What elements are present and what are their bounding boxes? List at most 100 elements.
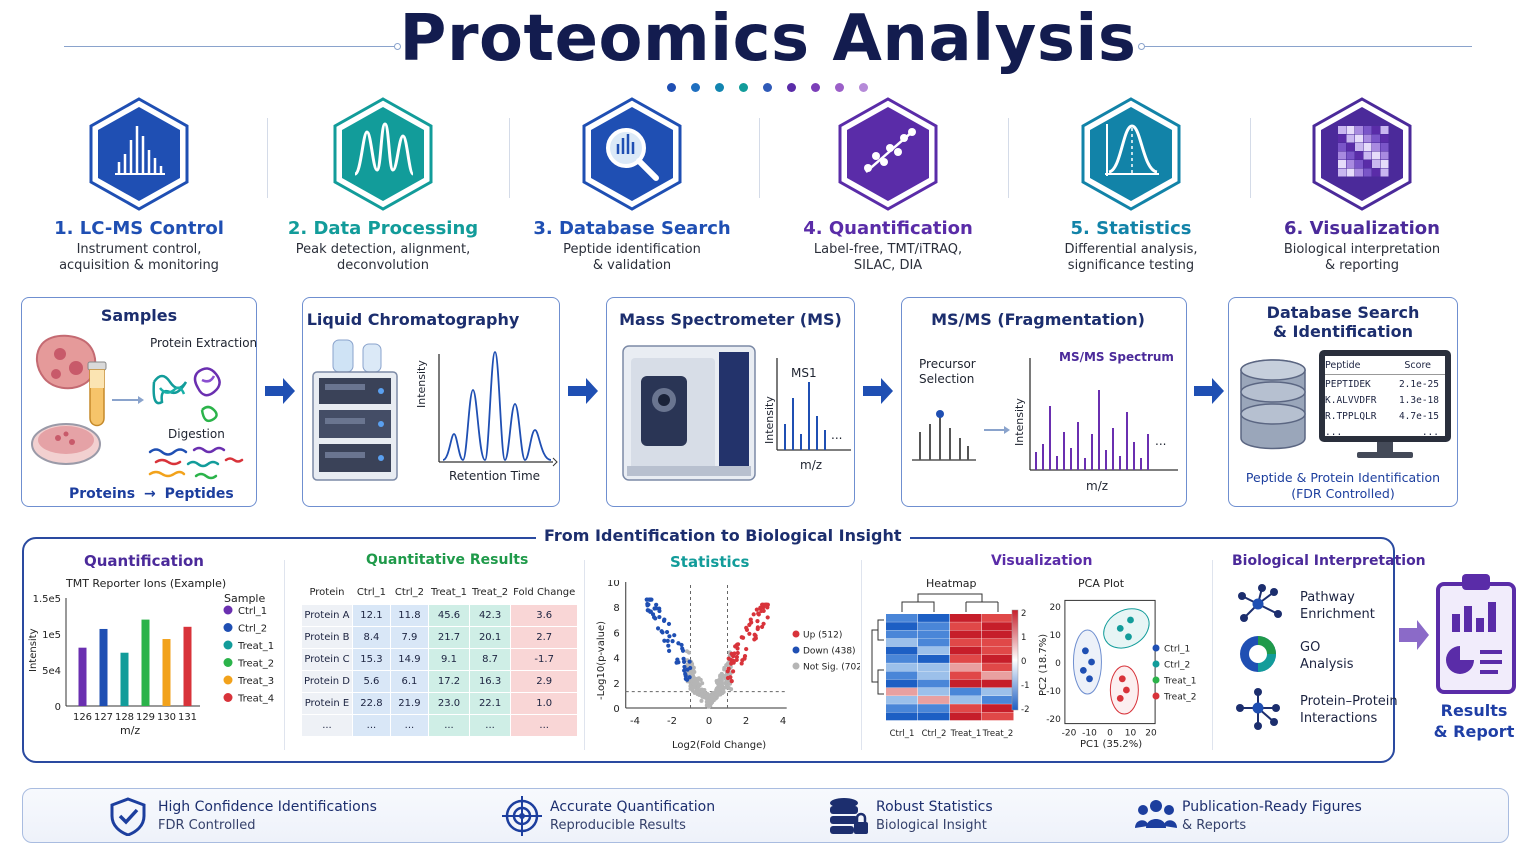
volcano-point-up (734, 642, 740, 647)
step-divider (759, 118, 760, 198)
table-row: Protein B 8.4 7.9 21.7 20.1 2.7 (302, 626, 579, 649)
volcano-y-tick: 6 (613, 628, 619, 639)
ms-ellipsis: ... (831, 428, 843, 442)
step-desc-line2: & reporting (1324, 258, 1400, 273)
database-lock-icon (830, 798, 868, 834)
pca-point (1118, 675, 1126, 683)
volcano-point-ns (714, 688, 719, 693)
volcano-point-down (654, 602, 659, 607)
volcano-point-down (662, 617, 667, 622)
quant-bar (78, 647, 87, 706)
report-arrow-icon (1399, 620, 1429, 650)
footer-feature-title: Publication-Ready Figures (1182, 799, 1362, 815)
db-table-row: ...... (1325, 425, 1445, 441)
section-divider (1212, 560, 1213, 750)
volcano-legend-label: Up (512) (803, 631, 842, 641)
arrow-glyph: → (143, 486, 156, 502)
heatmap-icon (1312, 97, 1412, 211)
heatmap-cell (982, 687, 1014, 696)
msms-spectrum-label: MS/MS Spectrum (1059, 350, 1174, 364)
volcano-point-down (653, 616, 658, 621)
heatmap-cell (950, 646, 982, 655)
quant-legend-label: Treat_4 (237, 694, 274, 705)
table-cell: 20.1 (469, 626, 512, 649)
volcano-point-up (762, 602, 768, 607)
pca-x-tick: -20 (1062, 729, 1077, 739)
quant-bar (141, 619, 150, 706)
heatmap-colorbar (1011, 609, 1019, 711)
volcano-point-ns (705, 700, 710, 705)
table-cell: 45.6 (428, 604, 471, 627)
quant-x-tick: 128 (115, 712, 134, 723)
bio-item-line2: Interactions (1300, 711, 1378, 726)
heatmap-cell (918, 696, 950, 704)
section-divider (861, 560, 862, 750)
heatmap-scale-label: 1 (1021, 633, 1026, 643)
volcano-xlabel: Log2(Fold Change) (672, 740, 767, 751)
pca-xlabel: PC1 (35.2%) (1080, 739, 1143, 750)
db-panel: Database Search & Identification Peptide… (1228, 297, 1458, 507)
db-title-line1: Database Search (1266, 303, 1420, 322)
heatmap-cell (950, 687, 982, 696)
volcano-y-tick: 4 (613, 654, 619, 665)
bio-item: Pathway Enrichment (1300, 589, 1375, 623)
pca-x-tick: 20 (1145, 729, 1157, 739)
quant-legend-marker (223, 675, 233, 685)
db-peptide: PEPTIDEK (1325, 379, 1371, 390)
table-cell: ... (428, 714, 471, 737)
footer-feature-subtitle: & Reports (1182, 818, 1247, 833)
table-cell: 23.0 (428, 692, 471, 715)
volcano-point-up (734, 654, 740, 660)
volcano-point-up (753, 636, 758, 641)
heatmap-cell (918, 614, 950, 622)
pca-cluster-ellipse (1103, 608, 1150, 649)
quant-y-tick: 1.5e5 (33, 594, 61, 605)
pca-y-tick: -10 (1046, 687, 1061, 697)
volcano-point-down (666, 648, 672, 654)
volcano-point-ns (707, 693, 712, 698)
heatmap-cell (886, 622, 918, 631)
heatmap-cell (918, 655, 950, 663)
quant-legend-label: Treat_1 (237, 641, 274, 652)
title-dot (763, 83, 772, 92)
pca-point (1116, 695, 1124, 702)
volcano-point-up (735, 646, 740, 651)
flow-arrow-icon (568, 378, 598, 404)
msms-panel: MS/MS (Fragmentation) Precursor Selectio… (901, 297, 1187, 507)
volcano-point-down (666, 643, 671, 648)
title-dot (715, 83, 724, 92)
table-cell: 2.7 (510, 626, 579, 649)
flow-arrow-icon (1194, 378, 1224, 404)
volcano-point-ns (692, 690, 697, 695)
volcano-point-ns (718, 684, 723, 689)
samples-panel: Samples Prote (21, 297, 257, 507)
table-cell: 6.1 (390, 670, 429, 693)
footer-feature-subtitle: Biological Insight (876, 818, 987, 833)
volcano-point-down (682, 664, 687, 669)
volcano-point-down (682, 668, 687, 673)
footer-feature-title: Accurate Quantification (550, 799, 716, 815)
heatmap-cell (886, 630, 918, 639)
db-footnote: Peptide & Protein Identification (FDR Co… (1229, 470, 1457, 502)
footer-feature-subtitle: FDR Controlled (158, 818, 256, 833)
volcano-x-tick: -4 (630, 716, 640, 727)
volcano-point-up (742, 656, 747, 661)
heatmap-col-label: Ctrl_1 (890, 729, 915, 739)
volcano-point-down (667, 634, 672, 639)
interaction-icon (1236, 688, 1280, 730)
heatmap-title: Heatmap (926, 577, 977, 590)
volcano-point-up (730, 669, 736, 674)
heatmap-scale-label: 0 (1021, 657, 1026, 667)
table-row: .................. (302, 714, 579, 737)
heatmap-cell (886, 712, 918, 721)
volcano-point-up (751, 612, 756, 617)
heatmap-cell (950, 712, 982, 721)
workflow-step: 6. Visualization Biological interpretatio… (1247, 96, 1477, 274)
volcano-point-down (654, 606, 659, 611)
volcano-legend-marker (792, 662, 800, 670)
table-cell: 5.6 (352, 670, 391, 693)
heatmap-cell (982, 622, 1014, 631)
step-title: 2. Data Processing (287, 218, 479, 239)
msms-xlabel: m/z (1086, 479, 1109, 493)
volcano-point-down (657, 608, 662, 614)
